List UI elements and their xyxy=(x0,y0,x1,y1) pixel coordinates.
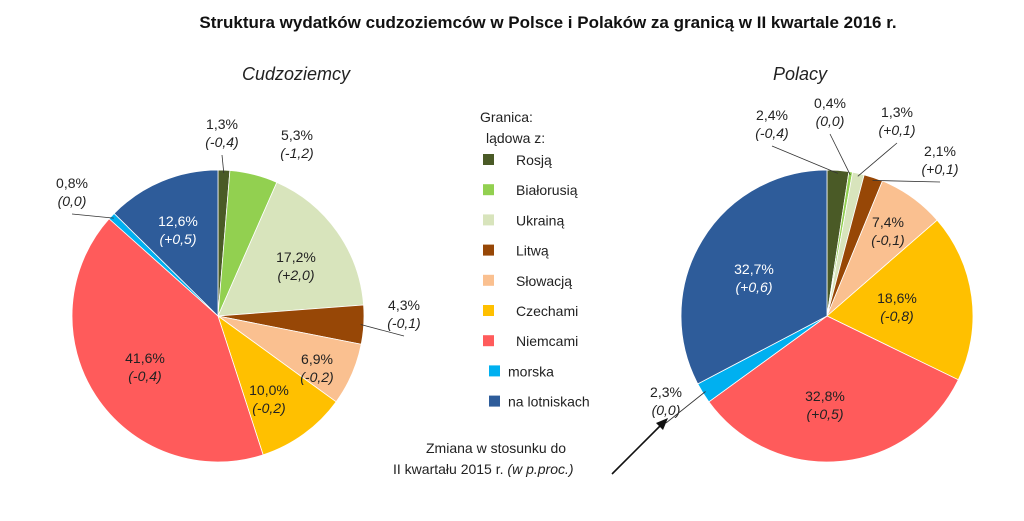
slice-polacy-niemcami xyxy=(708,315,959,463)
value-label-cudzoziemcy-niemcami: 41,6% xyxy=(125,350,165,366)
change-label-polacy-morska: (0,0) xyxy=(652,402,681,418)
change-label-polacy-slowacja: (-0,1) xyxy=(871,232,904,248)
legend-label-niemcami: Niemcami xyxy=(516,333,578,349)
pie-cudzoziemcy-labels: 1,3% (-0,4) 5,3% (-1,2) 17,2% (+2,0) 4,3% (-0,1… xyxy=(56,116,421,416)
value-label-polacy-litwa: 2,1% xyxy=(924,143,956,159)
change-label-polacy-rosja: (-0,4) xyxy=(755,125,788,141)
legend-swatch-morska xyxy=(489,365,500,377)
leader-line-cudzoziemcy-rosja xyxy=(221,154,225,174)
change-label-cudzoziemcy-czechami: (-0,2) xyxy=(252,400,285,416)
slice-cudzoziemcy-na-lotniskach xyxy=(113,169,219,317)
legend-label-litwa: Litwą xyxy=(516,243,549,259)
slice-cudzoziemcy-ukraina xyxy=(217,181,365,317)
legend-swatch-slowacja xyxy=(483,274,494,286)
annotation-line1: Zmiana w stosunku do xyxy=(426,440,566,456)
change-label-cudzoziemcy-litwa: (-0,1) xyxy=(387,315,420,331)
legend-swatch-bialorusia xyxy=(483,184,494,196)
value-label-polacy-slowacja: 7,4% xyxy=(872,214,904,230)
value-label-cudzoziemcy-ukraina: 17,2% xyxy=(276,249,316,265)
leader-line-polacy-rosja xyxy=(771,145,838,174)
change-label-polacy-na-lotniskach: (+0,6) xyxy=(736,279,773,295)
value-label-polacy-ukraina: 1,3% xyxy=(881,104,913,120)
legend-header-line2: lądowa z: xyxy=(486,130,545,146)
legend: Granica: lądowa z: Rosją Białorusią Ukrain… xyxy=(480,109,590,410)
change-label-polacy-niemcami: (+0,5) xyxy=(807,406,844,422)
pie-cudzoziemcy xyxy=(71,169,365,463)
value-label-polacy-bialorusia: 0,4% xyxy=(814,95,846,111)
slice-polacy-na-lotniskach xyxy=(680,169,828,385)
legend-label-slowacja: Słowacją xyxy=(516,273,572,289)
value-label-polacy-czechami: 18,6% xyxy=(877,290,917,306)
legend-swatch-rosja xyxy=(483,154,494,165)
value-label-cudzoziemcy-slowacja: 6,9% xyxy=(301,351,333,367)
legend-label-bialorusia: Białorusią xyxy=(516,182,578,198)
legend-label-ukraina: Ukrainą xyxy=(516,212,564,228)
change-label-polacy-ukraina: (+0,1) xyxy=(879,122,916,138)
leader-line-cudzoziemcy-morska xyxy=(71,213,114,219)
value-label-polacy-niemcami: 32,8% xyxy=(805,388,845,404)
leader-lines xyxy=(71,133,941,424)
value-label-cudzoziemcy-na-lotniskach: 12,6% xyxy=(158,213,198,229)
change-label-cudzoziemcy-bialorusia: (-1,2) xyxy=(280,145,313,161)
chart-title: Struktura wydatków cudzoziemców w Polsce… xyxy=(199,13,896,32)
leader-line-polacy-bialorusia xyxy=(829,133,851,176)
leader-line-polacy-ukraina xyxy=(857,142,898,177)
legend-label-czechami: Czechami xyxy=(516,303,578,319)
value-label-polacy-rosja: 2,4% xyxy=(756,107,788,123)
pie-title-cudzoziemcy: Cudzoziemcy xyxy=(242,64,351,84)
leader-line-polacy-morska xyxy=(665,391,706,424)
change-label-polacy-litwa: (+0,1) xyxy=(922,161,959,177)
legend-swatch-czechami xyxy=(483,305,494,316)
change-label-cudzoziemcy-na-lotniskach: (+0,5) xyxy=(160,231,197,247)
legend-label-morska: morska xyxy=(508,363,554,379)
legend-swatch-na-lotniskach xyxy=(489,395,500,407)
slice-polacy-czechami xyxy=(826,219,974,381)
annotation-line2-italic: (w p.proc.) xyxy=(507,461,573,477)
change-label-cudzoziemcy-rosja: (-0,4) xyxy=(205,134,238,150)
change-label-polacy-czechami: (-0,8) xyxy=(880,308,913,324)
annotation-line2: II kwartału 2015 r. (w p.proc.) xyxy=(393,461,574,477)
annotation-line2-prefix: II kwartału 2015 r. xyxy=(393,461,507,477)
pie-polacy xyxy=(680,169,974,463)
value-label-cudzoziemcy-bialorusia: 5,3% xyxy=(281,127,313,143)
value-label-polacy-morska: 2,3% xyxy=(650,384,682,400)
legend-label-rosja: Rosją xyxy=(516,152,552,168)
change-label-cudzoziemcy-morska: (0,0) xyxy=(58,193,87,209)
slice-cudzoziemcy-czechami xyxy=(217,314,337,456)
value-label-polacy-na-lotniskach: 32,7% xyxy=(734,261,774,277)
legend-label-na-lotniskach: na lotniskach xyxy=(508,394,590,410)
annotation: Zmiana w stosunku do II kwartału 2015 r.… xyxy=(393,418,668,477)
value-label-cudzoziemcy-rosja: 1,3% xyxy=(206,116,238,132)
change-label-polacy-bialorusia: (0,0) xyxy=(816,113,845,129)
pie-polacy-labels: 2,4% (-0,4) 0,4% (0,0) 1,3% (+0,1) 2,1% (+0,1) 7… xyxy=(650,95,958,422)
value-label-cudzoziemcy-litwa: 4,3% xyxy=(388,297,420,313)
leader-line-polacy-litwa xyxy=(872,180,941,183)
change-label-cudzoziemcy-ukraina: (+2,0) xyxy=(278,267,315,283)
annotation-arrow xyxy=(611,421,665,475)
value-label-cudzoziemcy-czechami: 10,0% xyxy=(249,382,289,398)
legend-header-line1: Granica: xyxy=(480,109,533,125)
leader-line-cudzoziemcy-litwa xyxy=(360,324,405,337)
change-label-cudzoziemcy-slowacja: (-0,2) xyxy=(300,369,333,385)
value-label-cudzoziemcy-morska: 0,8% xyxy=(56,175,88,191)
legend-swatch-litwa xyxy=(483,244,494,256)
legend-swatch-niemcami xyxy=(483,335,494,347)
slice-cudzoziemcy-niemcami xyxy=(71,218,264,463)
pie-title-polacy: Polacy xyxy=(773,64,828,84)
change-label-cudzoziemcy-niemcami: (-0,4) xyxy=(128,368,161,384)
legend-swatch-ukraina xyxy=(483,214,494,226)
annotation-arrowhead xyxy=(656,418,668,430)
